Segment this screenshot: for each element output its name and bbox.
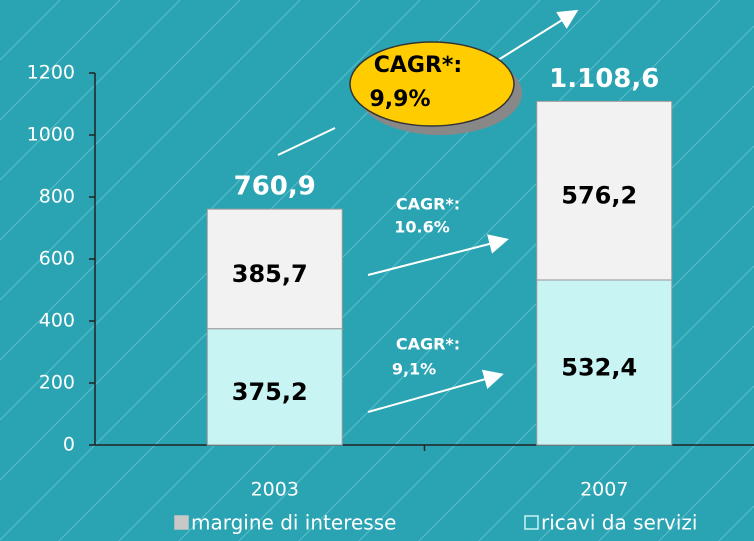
y-tick-label: 400 <box>39 310 75 332</box>
x-tick-label: 2003 <box>251 479 299 501</box>
total-label: 1.108,6 <box>549 64 659 94</box>
arrow <box>489 9 579 66</box>
annotation: 9,1% <box>392 360 436 379</box>
arrow <box>367 234 509 276</box>
y-tick-label: 1200 <box>27 62 75 84</box>
x-tick-label: 2007 <box>580 479 628 501</box>
legend-swatch <box>174 515 189 530</box>
bar-segment <box>206 208 343 330</box>
data-label: 576,2 <box>561 182 637 210</box>
y-tick-label: 200 <box>39 372 75 394</box>
total-label: 760,9 <box>234 172 316 202</box>
annotation: 9,9% <box>369 87 430 112</box>
arrow <box>367 369 504 413</box>
y-tick-label: 800 <box>39 186 75 208</box>
bar-segment <box>206 328 343 446</box>
annotation: CAGR*: <box>396 195 460 214</box>
bar-segment <box>536 100 673 281</box>
legend-label: margine di interesse <box>191 511 396 535</box>
y-tick-label: 600 <box>39 248 75 270</box>
y-tick-label: 0 <box>63 434 75 456</box>
annotation: CAGR*: <box>374 53 462 78</box>
data-label: 532,4 <box>561 353 637 381</box>
data-label: 385,7 <box>232 260 308 288</box>
ellipse <box>349 41 515 127</box>
y-tick-label: 1000 <box>27 124 75 146</box>
bar-segment <box>536 279 673 446</box>
data-label: 375,2 <box>232 378 308 406</box>
legend-label: ricavi da servizi <box>541 511 697 535</box>
annotation: 10.6% <box>394 218 450 237</box>
annotation: CAGR*: <box>396 335 460 354</box>
legend-swatch <box>524 515 539 530</box>
arrow <box>277 127 336 156</box>
